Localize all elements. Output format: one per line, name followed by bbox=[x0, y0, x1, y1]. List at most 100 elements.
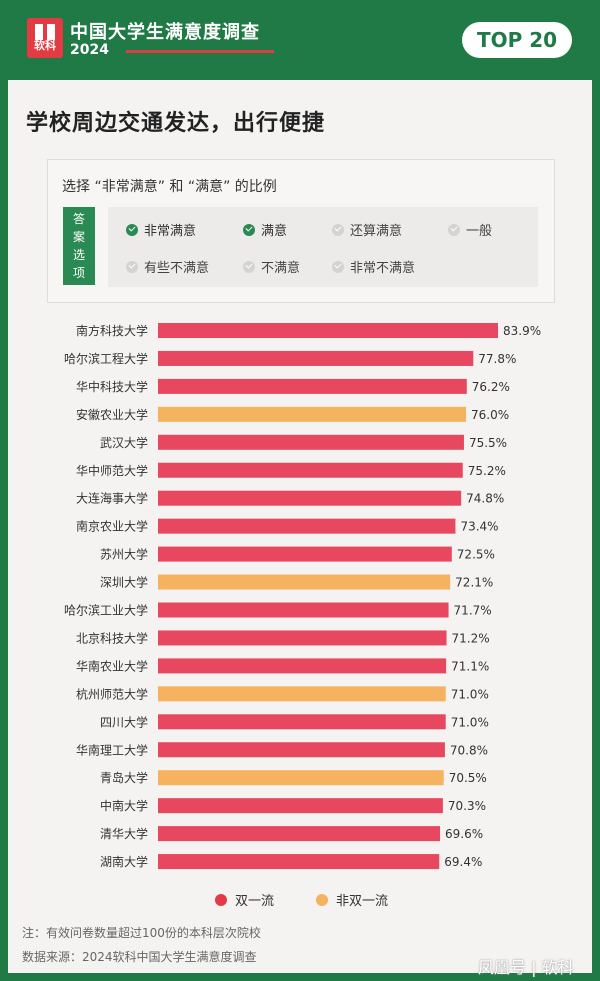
check-icon bbox=[332, 261, 344, 273]
bar bbox=[158, 826, 441, 842]
check-icon bbox=[126, 261, 138, 273]
category-label: 杭州师范大学 bbox=[76, 686, 148, 701]
option-label: 一般 bbox=[466, 224, 493, 239]
answer-options-tag: 答 案 选 项 bbox=[63, 207, 95, 285]
category-label: 哈尔滨工程大学 bbox=[64, 351, 148, 366]
value-label: 71.1% bbox=[451, 659, 489, 673]
value-label: 70.5% bbox=[449, 771, 487, 785]
category-label: 南方科技大学 bbox=[76, 323, 148, 338]
value-label: 75.2% bbox=[468, 464, 506, 478]
category-label: 深圳大学 bbox=[100, 575, 148, 590]
category-label: 中南大学 bbox=[100, 798, 148, 813]
value-label: 83.9% bbox=[503, 324, 541, 338]
category-label: 哈尔滨工业大学 bbox=[64, 603, 148, 618]
category-label: 南京农业大学 bbox=[76, 519, 148, 534]
bar bbox=[158, 546, 452, 562]
bar bbox=[158, 434, 464, 450]
bar bbox=[158, 490, 462, 506]
survey-underline bbox=[126, 50, 274, 53]
bar bbox=[158, 686, 446, 702]
header-bar: 软科 中国大学生满意度调查 2024 TOP 20 bbox=[0, 0, 600, 78]
category-label: 华中科技大学 bbox=[76, 379, 148, 394]
category-label: 青岛大学 bbox=[100, 770, 148, 785]
survey-title: 中国大学生满意度调查 bbox=[70, 22, 260, 43]
bar bbox=[158, 742, 445, 758]
bar bbox=[158, 630, 447, 646]
survey-year: 2024 bbox=[70, 42, 109, 58]
answer-tag-char: 项 bbox=[72, 266, 85, 280]
category-label: 苏州大学 bbox=[100, 547, 148, 562]
check-icon bbox=[448, 224, 460, 236]
option-label: 非常不满意 bbox=[350, 261, 416, 276]
value-label: 75.5% bbox=[469, 436, 507, 450]
bar bbox=[158, 462, 463, 478]
category-label: 华南理工大学 bbox=[76, 742, 148, 757]
value-label: 69.4% bbox=[444, 855, 482, 869]
category-label: 大连海事大学 bbox=[76, 491, 148, 506]
category-label: 安徽农业大学 bbox=[76, 407, 148, 422]
option-very-dissatisfied: 非常不满意 bbox=[332, 257, 415, 276]
data-source: 数据来源：2024软科中国大学生满意度调查 bbox=[22, 950, 257, 964]
option-label: 非常满意 bbox=[144, 224, 197, 239]
top-badge: TOP 20 bbox=[462, 22, 572, 58]
check-icon bbox=[243, 224, 255, 236]
footnote: 注：有效问卷数量超过100份的本科层次院校 bbox=[22, 926, 261, 940]
logo-text: 软科 bbox=[34, 39, 56, 52]
bar bbox=[158, 378, 467, 394]
bar bbox=[158, 714, 446, 730]
value-label: 70.8% bbox=[450, 743, 488, 757]
bar bbox=[158, 518, 456, 534]
watermark: 凤凰号 | 软科 bbox=[478, 958, 574, 977]
value-label: 71.0% bbox=[451, 687, 489, 701]
option-dissatisfied: 不满意 bbox=[243, 257, 300, 276]
bar bbox=[158, 770, 444, 786]
answer-options-panel bbox=[108, 207, 538, 287]
answer-tag-char: 答 bbox=[72, 212, 85, 226]
value-label: 70.3% bbox=[448, 799, 486, 813]
option-label: 不满意 bbox=[261, 261, 301, 276]
legend-non-double-first: 非双一流 bbox=[316, 890, 388, 909]
option-label: 还算满意 bbox=[350, 224, 403, 239]
option-label: 有些不满意 bbox=[144, 261, 210, 276]
bar bbox=[158, 602, 449, 618]
option-fairly-satisfied: 还算满意 bbox=[332, 220, 402, 239]
value-label: 73.4% bbox=[460, 520, 498, 534]
value-label: 76.0% bbox=[471, 408, 509, 422]
option-average: 一般 bbox=[448, 220, 492, 239]
category-label: 华南农业大学 bbox=[76, 658, 148, 673]
category-label: 四川大学 bbox=[100, 714, 148, 729]
legend-label: 双一流 bbox=[235, 894, 275, 909]
value-label: 71.2% bbox=[452, 631, 490, 645]
legend-dot bbox=[215, 894, 227, 906]
legend-double-first: 双一流 bbox=[215, 890, 274, 909]
answer-tag-char: 选 bbox=[72, 248, 85, 262]
bar bbox=[158, 854, 440, 870]
value-label: 72.1% bbox=[455, 576, 493, 590]
value-label: 74.8% bbox=[466, 492, 504, 506]
value-label: 76.2% bbox=[472, 380, 510, 394]
option-very-satisfied: 非常满意 bbox=[126, 220, 196, 239]
ruanke-logo: 软科 bbox=[27, 18, 63, 58]
option-label: 满意 bbox=[261, 224, 288, 239]
option-satisfied: 满意 bbox=[243, 220, 287, 239]
category-label: 武汉大学 bbox=[100, 435, 148, 450]
bar bbox=[158, 658, 447, 674]
value-label: 69.6% bbox=[445, 827, 483, 841]
value-label: 71.7% bbox=[454, 604, 492, 618]
bar bbox=[158, 323, 498, 338]
category-label: 华中师范大学 bbox=[76, 463, 148, 478]
category-label: 湖南大学 bbox=[100, 854, 148, 869]
value-label: 72.5% bbox=[457, 548, 495, 562]
value-label: 77.8% bbox=[478, 352, 516, 366]
bar bbox=[158, 406, 466, 422]
value-label: 71.0% bbox=[451, 715, 489, 729]
check-icon bbox=[332, 224, 344, 236]
page-title: 学校周边交通发达，出行便捷 bbox=[26, 111, 326, 136]
bar bbox=[158, 350, 474, 366]
legend-dot bbox=[316, 894, 328, 906]
category-label: 清华大学 bbox=[100, 826, 148, 841]
check-icon bbox=[126, 224, 138, 236]
bar bbox=[158, 574, 451, 590]
legend-title: 选择 “非常满意” 和 “满意” 的比例 bbox=[62, 179, 277, 195]
